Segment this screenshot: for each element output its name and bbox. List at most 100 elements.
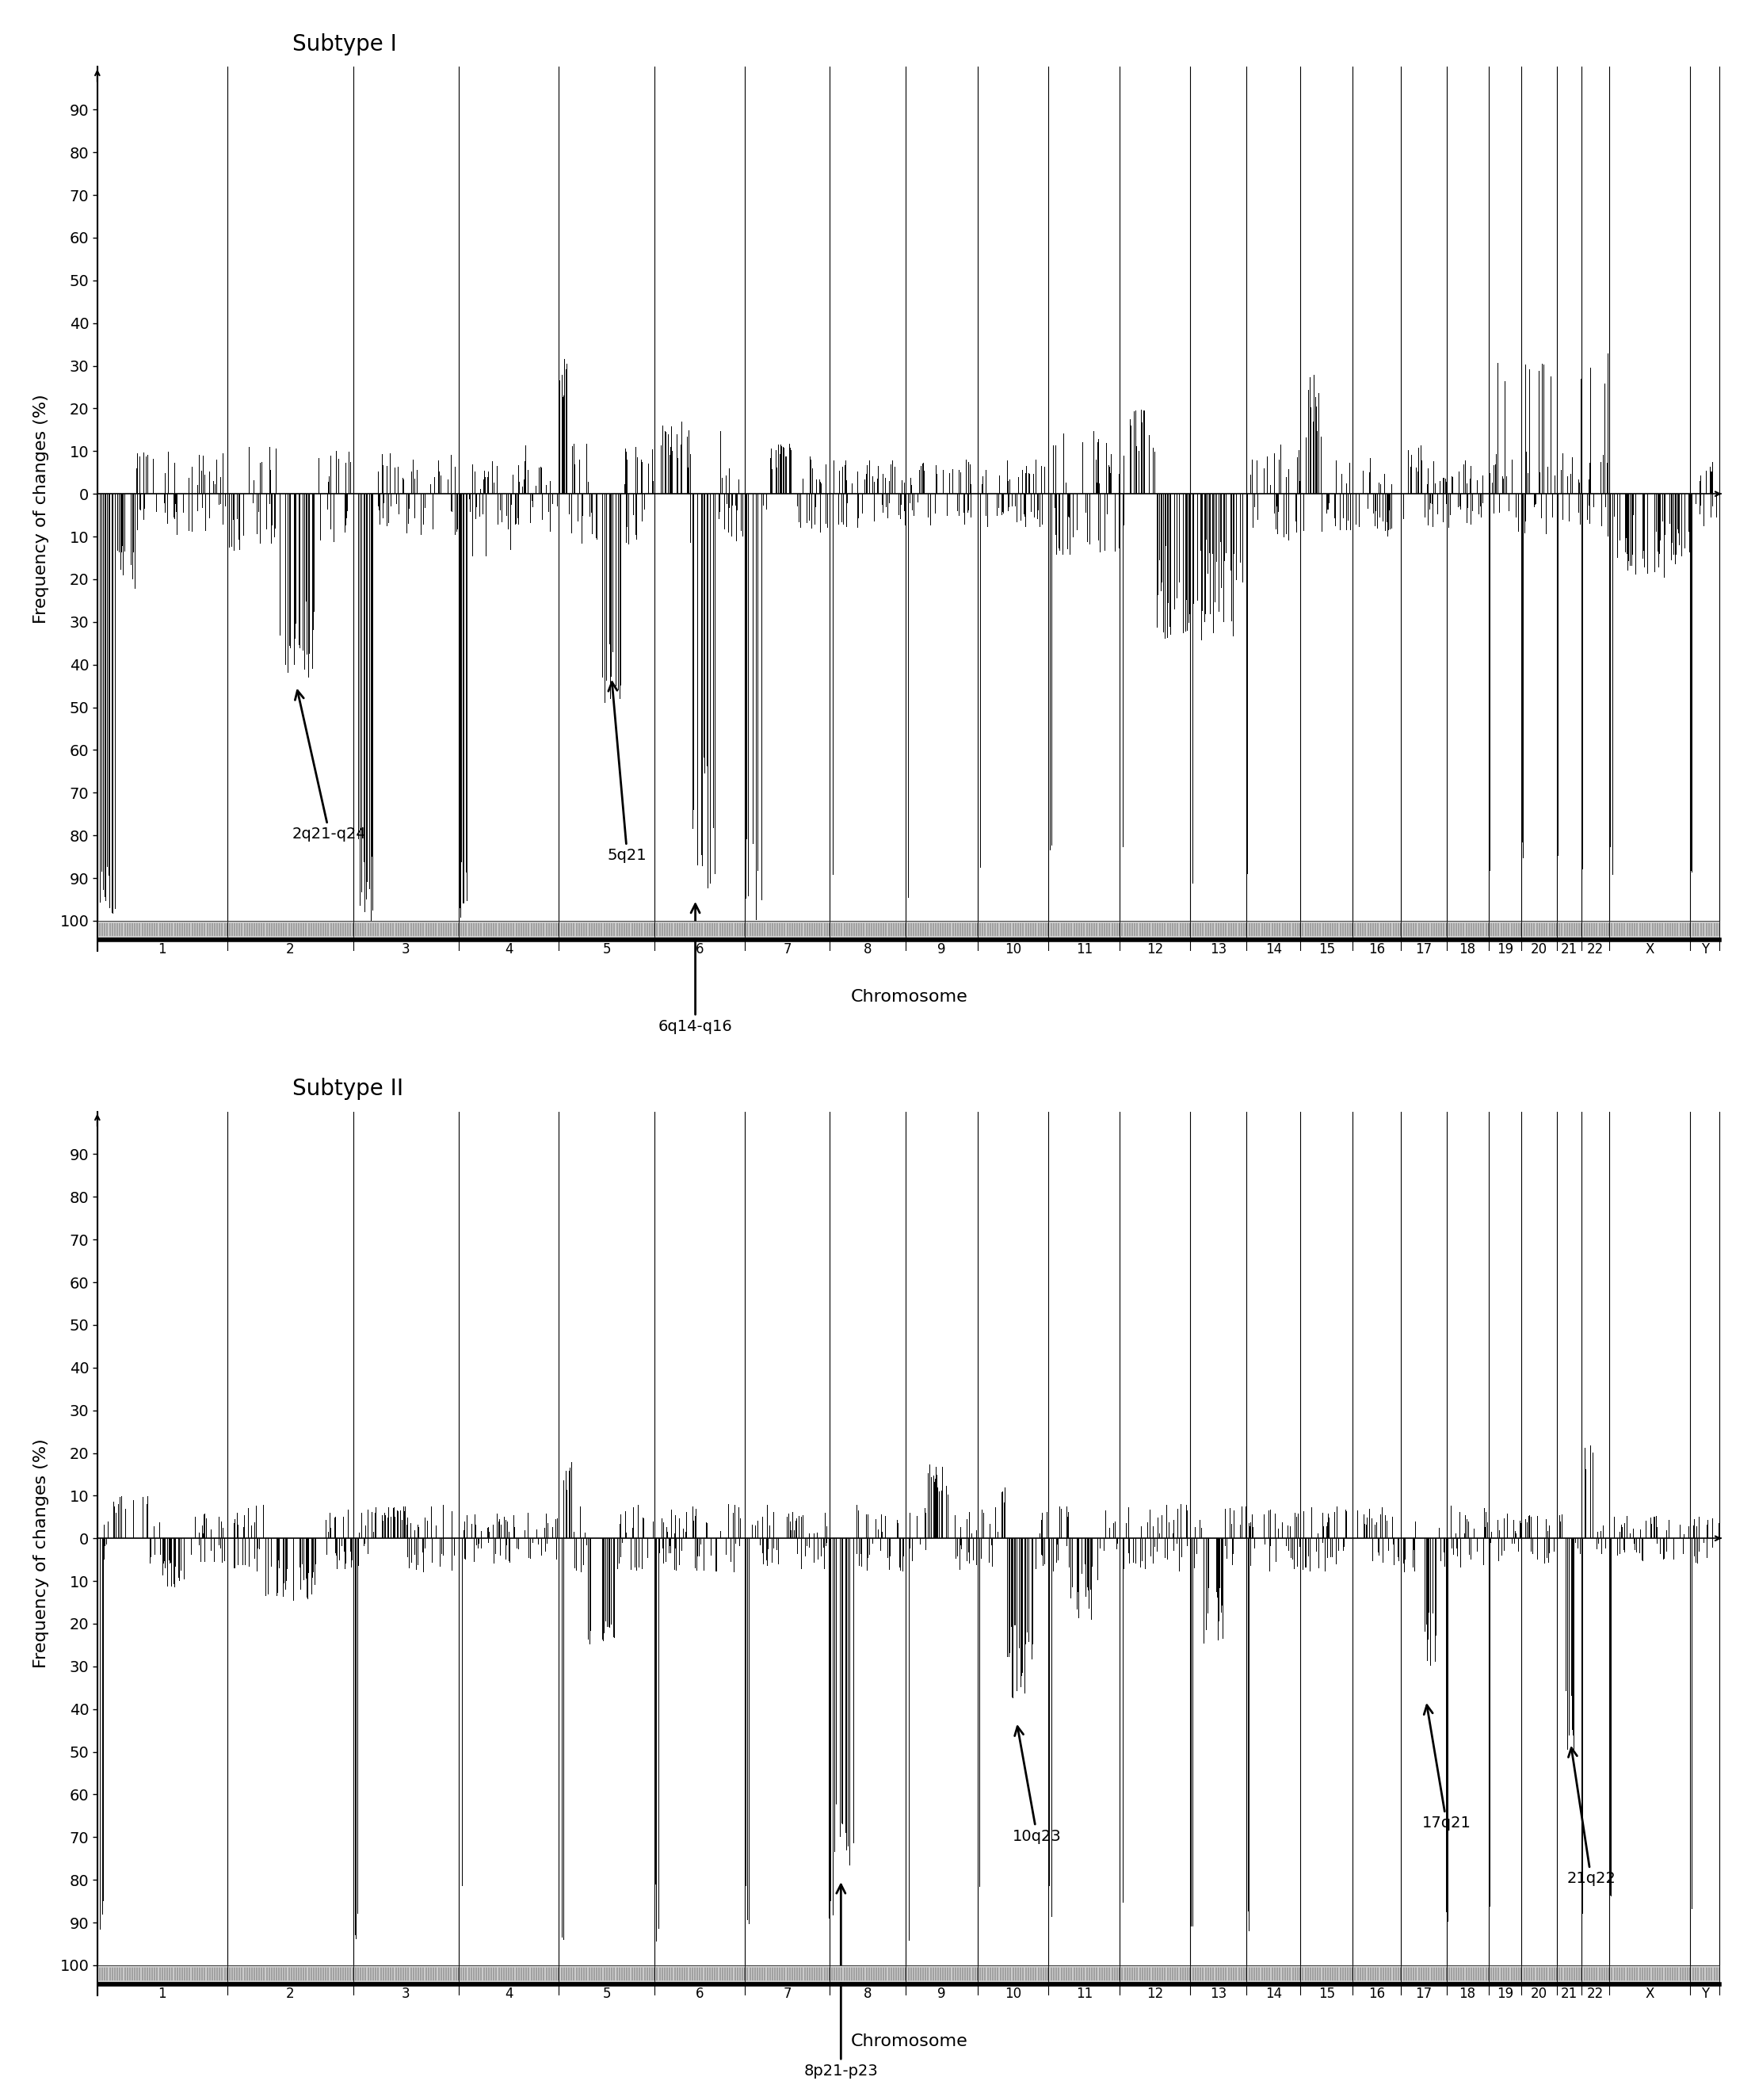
Text: 6: 6	[695, 943, 704, 956]
Text: 8: 8	[863, 1987, 872, 2001]
X-axis label: Chromosome: Chromosome	[851, 989, 969, 1006]
Text: Y: Y	[1701, 1987, 1709, 2001]
Text: 21q22: 21q22	[1567, 1747, 1616, 1886]
Text: 18: 18	[1458, 1987, 1476, 2001]
Text: 3: 3	[402, 1987, 411, 2001]
Text: 17q21: 17q21	[1422, 1705, 1471, 1831]
Bar	[97, 920, 226, 939]
Bar	[1190, 920, 1246, 939]
Bar	[1446, 1966, 1488, 1982]
Text: 7: 7	[783, 1987, 792, 2001]
Text: 16: 16	[1369, 943, 1385, 956]
Bar	[1522, 920, 1557, 939]
Y-axis label: Frequency of changes (%): Frequency of changes (%)	[33, 1439, 49, 1667]
Text: Y: Y	[1701, 943, 1709, 956]
Bar	[1522, 1966, 1557, 1982]
Bar	[655, 1966, 746, 1982]
Bar	[1120, 920, 1190, 939]
Bar	[1246, 1966, 1300, 1982]
Text: 7: 7	[783, 943, 792, 956]
Text: 14: 14	[1265, 1987, 1281, 2001]
Text: 11: 11	[1076, 1987, 1093, 2001]
Text: 20: 20	[1530, 943, 1548, 956]
Text: Subtype I: Subtype I	[293, 34, 397, 55]
Bar	[458, 1966, 558, 1982]
Bar	[1609, 920, 1690, 939]
Bar	[353, 920, 458, 939]
Bar	[1300, 1966, 1353, 1982]
Text: Subtype II: Subtype II	[293, 1077, 404, 1100]
Bar	[458, 920, 558, 939]
Bar	[353, 1966, 458, 1982]
Text: 19: 19	[1497, 1987, 1513, 2001]
Text: 21: 21	[1560, 1987, 1578, 2001]
Text: 9: 9	[937, 1987, 946, 2001]
Bar	[906, 920, 978, 939]
Bar	[226, 1966, 353, 1982]
Bar	[226, 920, 353, 939]
Bar	[1446, 920, 1488, 939]
Bar	[97, 1966, 226, 1982]
Text: 2: 2	[286, 943, 295, 956]
Text: X: X	[1646, 943, 1655, 956]
Text: 20: 20	[1530, 1987, 1548, 2001]
Bar	[1120, 1966, 1190, 1982]
Bar	[1353, 920, 1400, 939]
Text: 9: 9	[937, 943, 946, 956]
Y-axis label: Frequency of changes (%): Frequency of changes (%)	[33, 395, 49, 624]
Text: 13: 13	[1209, 1987, 1227, 2001]
Bar	[978, 1966, 1049, 1982]
Bar	[1049, 1966, 1120, 1982]
Text: 13: 13	[1209, 943, 1227, 956]
Text: 19: 19	[1497, 943, 1513, 956]
Bar	[1557, 920, 1581, 939]
Text: 5: 5	[602, 943, 611, 956]
Text: 17: 17	[1416, 1987, 1432, 2001]
Text: 22: 22	[1587, 943, 1604, 956]
Bar	[1690, 1966, 1720, 1982]
Text: 12: 12	[1146, 943, 1164, 956]
Bar	[830, 1966, 906, 1982]
Text: 16: 16	[1369, 1987, 1385, 2001]
Text: 3: 3	[402, 943, 411, 956]
Bar	[1400, 920, 1446, 939]
Bar	[830, 920, 906, 939]
Text: 1: 1	[158, 1987, 167, 2001]
Bar	[1488, 920, 1522, 939]
X-axis label: Chromosome: Chromosome	[851, 2033, 969, 2050]
Text: 8: 8	[863, 943, 872, 956]
Text: X: X	[1646, 1987, 1655, 2001]
Text: 15: 15	[1318, 943, 1336, 956]
Text: 18: 18	[1458, 943, 1476, 956]
Bar	[1581, 920, 1609, 939]
Bar	[1049, 920, 1120, 939]
Text: 5: 5	[602, 1987, 611, 2001]
Text: 4: 4	[505, 943, 512, 956]
Text: 10: 10	[1004, 1987, 1021, 2001]
Text: 17: 17	[1416, 943, 1432, 956]
Bar	[1488, 1966, 1522, 1982]
Bar	[1400, 1966, 1446, 1982]
Text: 10: 10	[1004, 943, 1021, 956]
Bar	[655, 920, 746, 939]
Text: 22: 22	[1587, 1987, 1604, 2001]
Bar	[746, 920, 830, 939]
Text: 21: 21	[1560, 943, 1578, 956]
Text: 1: 1	[158, 943, 167, 956]
Text: 14: 14	[1265, 943, 1281, 956]
Bar	[1300, 920, 1353, 939]
Bar	[558, 1966, 655, 1982]
Text: 8p21-p23: 8p21-p23	[804, 1884, 878, 2079]
Text: 6q14-q16: 6q14-q16	[658, 905, 732, 1033]
Bar	[746, 1966, 830, 1982]
Text: 4: 4	[505, 1987, 512, 2001]
Bar	[558, 920, 655, 939]
Bar	[1557, 1966, 1581, 1982]
Text: 12: 12	[1146, 1987, 1164, 2001]
Text: 2: 2	[286, 1987, 295, 2001]
Bar	[906, 1966, 978, 1982]
Text: 6: 6	[695, 1987, 704, 2001]
Bar	[1609, 1966, 1690, 1982]
Text: 10q23: 10q23	[1013, 1726, 1062, 1844]
Bar	[1246, 920, 1300, 939]
